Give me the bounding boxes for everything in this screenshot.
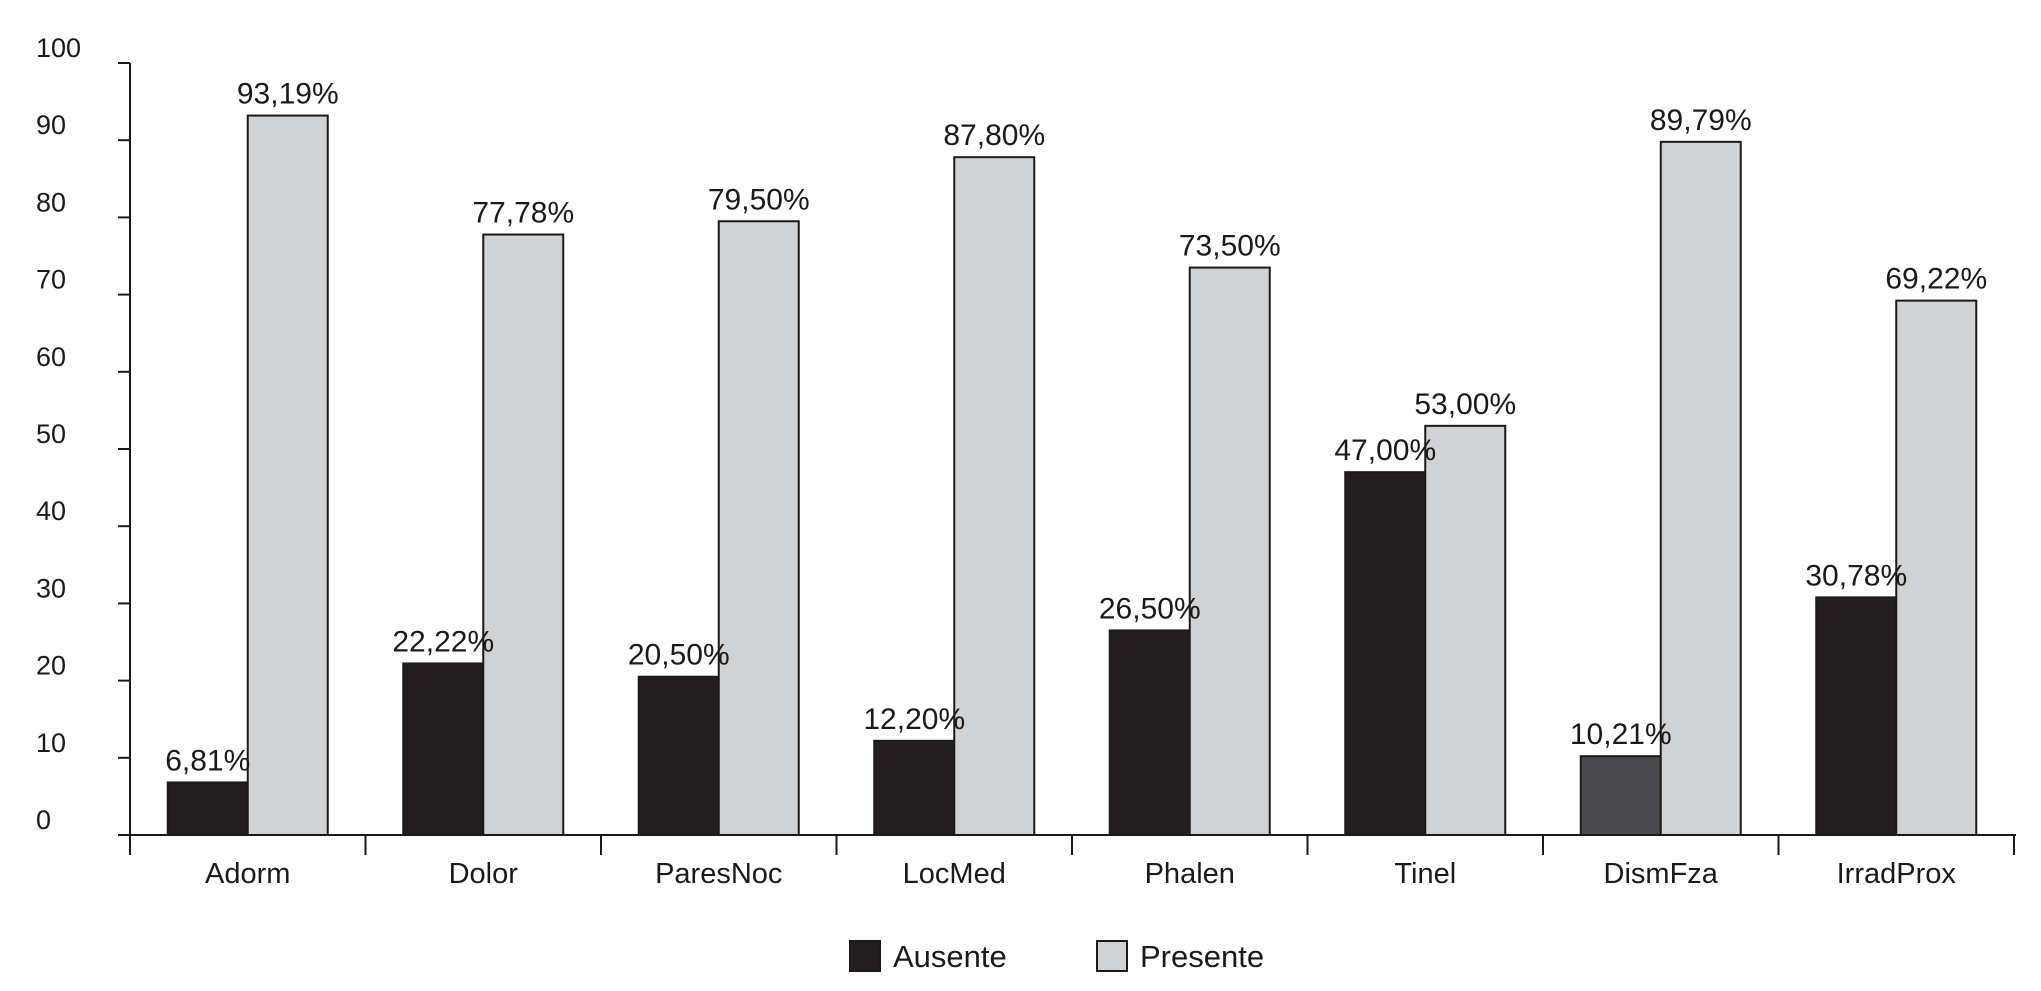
data-label-presente-paresnoc: 79,50% [708, 183, 810, 216]
bar-ausente-locmed [873, 739, 956, 836]
y-tick-label: 10 [36, 728, 66, 758]
x-category-label: LocMed [903, 858, 1006, 890]
data-label-ausente-dolor: 22,22% [392, 625, 494, 658]
legend-swatch-ausente [849, 940, 881, 972]
data-label-ausente-tinel: 47,00% [1334, 434, 1436, 467]
y-tick-label: 90 [36, 110, 66, 140]
data-label-presente-dismfza: 89,79% [1650, 104, 1752, 137]
bar-ausente-paresnoc [637, 675, 720, 836]
data-label-presente-dolor: 77,78% [472, 197, 574, 230]
data-label-ausente-locmed: 12,20% [863, 703, 965, 736]
bar-presente-dolor [482, 233, 565, 837]
legend-swatch-presente [1096, 940, 1128, 972]
y-tick-label: 20 [36, 651, 66, 681]
bar-presente-tinel [1424, 424, 1507, 836]
bar-presente-phalen [1188, 266, 1271, 836]
data-label-presente-irradprox: 69,22% [1885, 263, 1987, 296]
x-axis: Adorm Dolor ParesNoc LocMed Phalen Tinel DismF… [129, 834, 2016, 890]
x-category-label: Adorm [205, 858, 290, 890]
x-category-label: ParesNoc [655, 858, 782, 890]
data-label-presente-tinel: 53,00% [1414, 388, 1516, 421]
bar-ausente-tinel [1344, 471, 1427, 836]
legend: Ausente Presente [849, 939, 1264, 974]
x-category-label: DismFza [1604, 858, 1719, 890]
data-labels: 6,81% 93,19% 22,22% 77,78% 20,50% 79,50% 12,20… [165, 78, 1987, 778]
bar-presente-paresnoc [717, 220, 800, 836]
y-tick-label: 40 [36, 496, 66, 526]
bar-ausente-phalen [1108, 629, 1191, 836]
bars [166, 114, 1978, 837]
legend-label-presente: Presente [1140, 939, 1264, 974]
bar-presente-locmed [953, 156, 1036, 836]
data-label-ausente-paresnoc: 20,50% [628, 639, 730, 672]
data-label-presente-locmed: 87,80% [943, 119, 1045, 152]
bar-presente-dismfza [1659, 140, 1742, 836]
y-tick-label: 80 [36, 187, 66, 217]
x-category-label: IrradProx [1837, 858, 1957, 890]
y-tick-label: 60 [36, 342, 66, 372]
y-tick-label: 50 [36, 419, 66, 449]
bar-ausente-adorm [166, 781, 249, 837]
y-tick-label: 100 [36, 33, 81, 63]
x-category-label: Tinel [1394, 858, 1456, 890]
data-label-ausente-dismfza: 10,21% [1570, 718, 1672, 751]
bar-ausente-dismfza [1579, 755, 1662, 836]
y-tick-label: 70 [36, 265, 66, 295]
y-axis: 0 10 20 30 40 50 60 70 80 90 100 [36, 33, 131, 836]
bar-ausente-irradprox [1815, 596, 1898, 837]
data-label-presente-adorm: 93,19% [237, 78, 339, 111]
data-label-presente-phalen: 73,50% [1179, 230, 1281, 263]
y-tick-label: 0 [36, 805, 51, 835]
data-label-ausente-phalen: 26,50% [1099, 592, 1201, 625]
x-category-label: Dolor [449, 858, 519, 890]
bar-presente-irradprox [1895, 299, 1978, 837]
bar-ausente-dolor [402, 662, 485, 837]
legend-label-ausente: Ausente [893, 939, 1007, 974]
bar-presente-adorm [246, 114, 329, 837]
x-category-label: Phalen [1145, 858, 1235, 890]
data-label-ausente-adorm: 6,81% [165, 744, 250, 777]
data-label-ausente-irradprox: 30,78% [1805, 559, 1907, 592]
y-tick-label: 30 [36, 573, 66, 603]
